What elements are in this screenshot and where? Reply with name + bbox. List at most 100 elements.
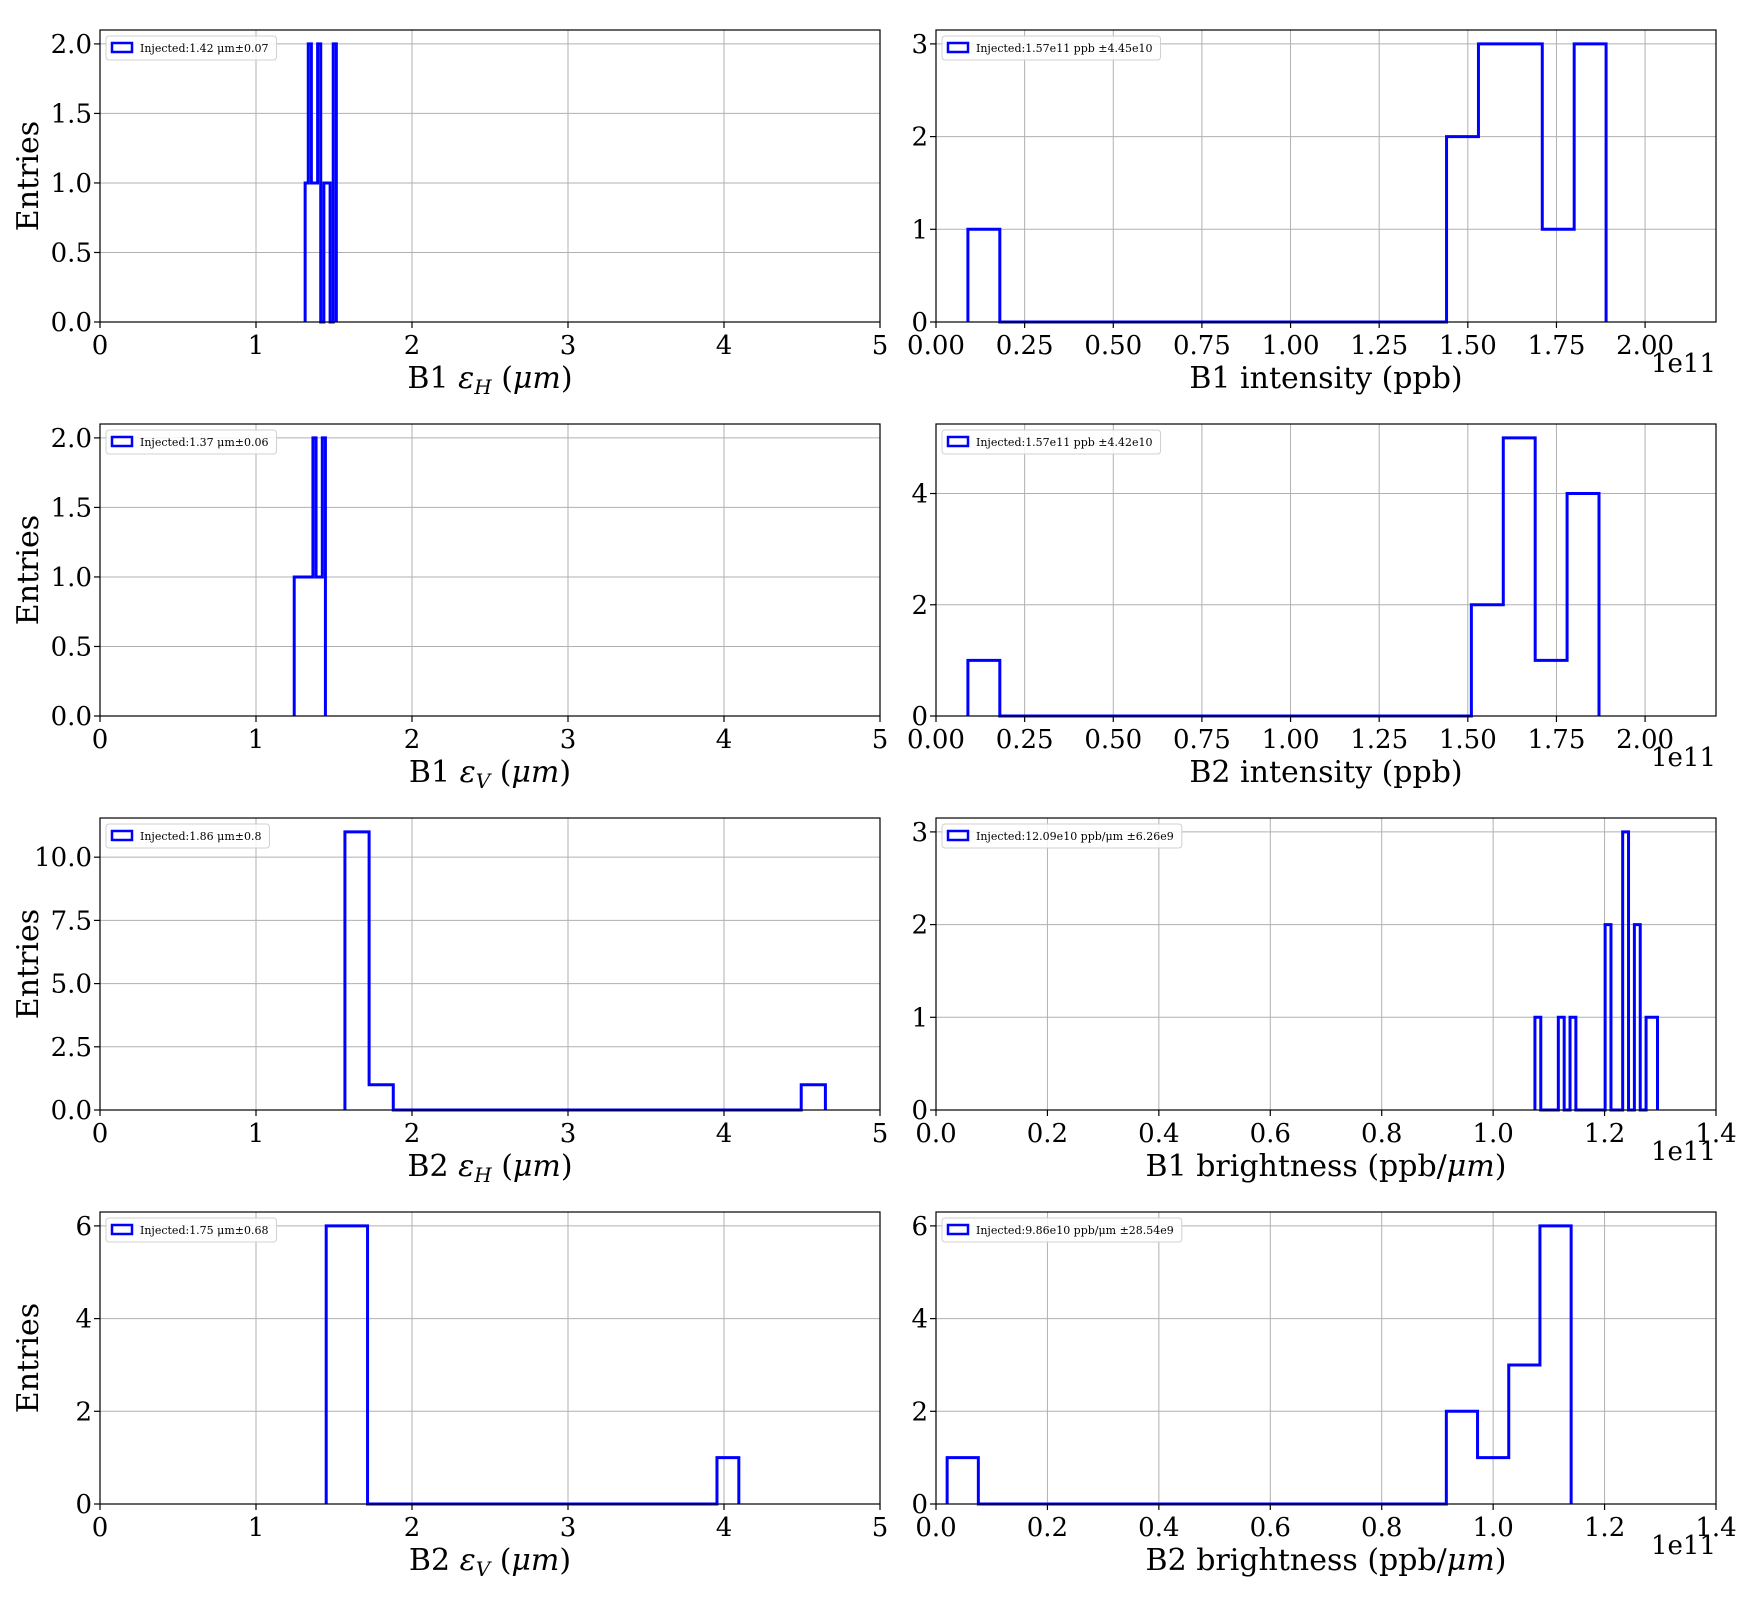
x-axis-title-part: ( [492,1149,513,1184]
x-tick-label: 0.50 [1084,725,1142,755]
x-axis-offset-label: 1e11 [1651,1137,1716,1167]
axes-frame [935,1211,1717,1505]
y-tick-label: 1.0 [51,169,92,199]
x-axis-title: B2 εV (μm) [409,1543,571,1581]
x-tick-label: 0.4 [1138,1513,1179,1543]
x-axis-title-part: V [476,1557,493,1581]
legend-swatch [110,435,134,448]
x-tick-label: 1.25 [1350,725,1408,755]
x-tick-label: 1.0 [1472,1513,1513,1543]
x-tick-label: 0 [92,725,109,755]
axes-frame [935,29,1717,323]
y-tick-label: 6 [75,1212,92,1242]
axes-frame [99,29,881,323]
y-tick-label: 1 [911,215,928,245]
x-tick-label: 4 [716,1119,733,1149]
legend: Injected:1.42 μm±0.07 [105,35,277,61]
histogram-bin [1509,1365,1540,1504]
x-axis-title-part: ) [1495,1543,1507,1578]
histogram-panel: 0 1 2 3 4 5 0 2 4 6 B2 εV (μm) Entries Injected:1.75… [11,1211,889,1581]
histogram-bin [947,1458,978,1504]
histogram-bin [1503,438,1535,716]
histogram-panel: 0.0 0.2 0.4 0.6 0.8 1.0 1.2 1.4 0 2 4 6 B2 brightnes… [911,1211,1737,1578]
x-axis-title-part: μm [513,1149,561,1184]
y-tick-label: 0 [911,1490,928,1520]
x-axis-title-part: μm [511,755,559,790]
x-tick-label: 2 [404,331,421,361]
y-axis-title: Entries [11,1303,46,1413]
x-tick-label: 0.6 [1250,1119,1291,1149]
legend-box [105,1217,277,1243]
x-axis-title-part: H [473,1163,492,1187]
legend-box [105,35,277,61]
y-tick-label: 4 [75,1305,92,1335]
axes-frame [99,817,881,1111]
x-axis-title-part: B2 [407,1149,458,1184]
x-tick-label: 0.00 [907,725,965,755]
x-tick-label: 3 [560,1119,577,1149]
x-tick-label: 4 [716,331,733,361]
y-tick-label: 2.5 [51,1033,92,1063]
x-tick-label: 5 [872,1513,889,1543]
x-axis-title-part: ) [559,1543,571,1578]
x-axis-title: B2 εH (μm) [407,1149,572,1187]
x-tick-label: 5 [872,331,889,361]
y-tick-label: 0.0 [51,308,92,338]
legend-box [941,823,1183,849]
legend: Injected:1.57e11 ppb ±4.42e10 [941,429,1162,455]
x-axis-offset-label: 1e11 [1651,1531,1716,1561]
legend-label: Injected:1.57e11 ppb ±4.45e10 [976,42,1153,55]
x-axis-title-part: μm [513,361,561,396]
histogram-bin [1471,605,1503,716]
x-tick-label: 1.50 [1439,725,1497,755]
x-axis-offset-label: 1e11 [1651,349,1716,379]
y-tick-label: 3 [911,30,928,60]
x-axis-title-part: ( [492,361,513,396]
x-axis-title-part: V [476,769,493,793]
x-tick-label: 1.4 [1695,1513,1736,1543]
x-tick-label: 2 [404,725,421,755]
y-tick-label: 6 [911,1212,928,1242]
x-axis-title: B2 brightness (ppb/μm) [1146,1543,1507,1578]
x-tick-label: 0.2 [1027,1513,1068,1543]
x-axis-title-part: B2 intensity (ppb) [1189,755,1462,790]
histogram-series-outline [945,1224,1573,1506]
x-axis-title: B1 intensity (ppb) [1189,361,1462,396]
legend-label: Injected:1.57e11 ppb ±4.42e10 [976,436,1153,449]
x-tick-label: 1.75 [1528,331,1586,361]
y-tick-label: 0 [75,1490,92,1520]
x-tick-label: 3 [560,725,577,755]
x-tick-label: 2.00 [1616,331,1674,361]
x-tick-label: 5 [872,725,889,755]
y-tick-label: 1.5 [51,493,92,523]
x-axis-title-part: ) [561,1149,573,1184]
x-tick-label: 3 [560,1513,577,1543]
histogram-series-outline [343,830,827,1112]
legend-swatch [946,435,970,448]
histogram-panel: 0.00 0.25 0.50 0.75 1.00 1.25 1.50 1.75 2.00 0 1 2 3… [907,29,1717,396]
histogram-bin [1478,44,1510,322]
x-tick-label: 1.00 [1262,331,1320,361]
histogram-series-outline [966,436,1601,718]
x-axis-title-part: B2 [409,1543,460,1578]
histogram-bin [1542,229,1574,322]
legend-box [941,429,1162,455]
y-tick-label: 0 [911,308,928,338]
x-tick-label: 0.6 [1250,1513,1291,1543]
x-axis-title-part: B1 [409,755,460,790]
y-tick-label: 2 [75,1397,92,1427]
legend-label: Injected:1.37 μm±0.06 [140,436,268,449]
legend: Injected:1.37 μm±0.06 [105,429,277,455]
histogram-bin [1540,1226,1571,1504]
x-tick-label: 0.0 [915,1513,956,1543]
legend-swatch [110,1223,134,1236]
y-tick-label: 0.5 [51,238,92,268]
histogram-bin [1510,44,1542,322]
legend-swatch [946,41,970,54]
x-axis-title-part: μm [1447,1543,1495,1578]
y-tick-label: 3 [911,818,928,848]
y-axis-title: Entries [11,515,46,625]
legend: Injected:1.57e11 ppb ±4.45e10 [941,35,1162,61]
x-axis-title-part: ( [490,755,511,790]
x-tick-label: 1 [248,725,265,755]
